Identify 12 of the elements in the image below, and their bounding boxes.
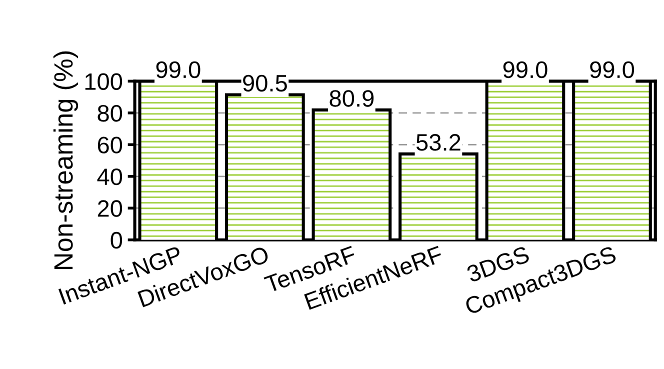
data-label: 99.0 (503, 61, 548, 78)
data-label: 99.0 (156, 61, 200, 78)
y-tick-label: 100 (85, 73, 122, 90)
y-tick-label: 60 (98, 136, 122, 154)
y-tick-label: 40 (97, 168, 122, 186)
y-tick-label: 20 (98, 200, 122, 217)
data-label: 99.0 (590, 61, 634, 78)
y-tick-label: 80 (98, 104, 122, 122)
y-tick-label: 0 (110, 232, 122, 249)
data-label: 53.2 (416, 134, 460, 151)
data-label: 80.9 (330, 90, 374, 107)
data-label: 90.5 (243, 74, 287, 92)
